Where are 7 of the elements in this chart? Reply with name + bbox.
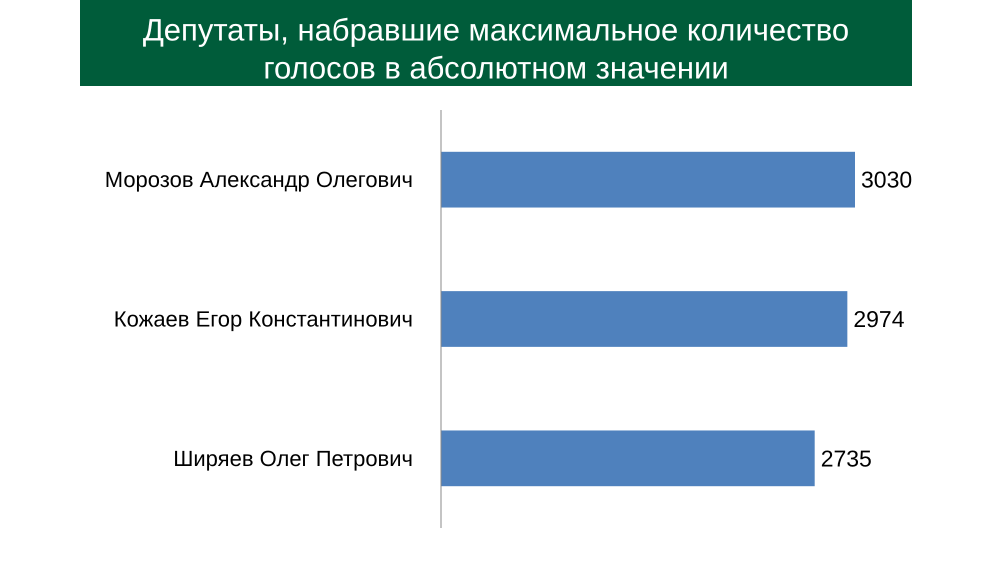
data-label: 3030: [861, 166, 912, 193]
chart-title: Депутаты, набравшие максимальное количество голосов в абсолютном значении: [142, 12, 850, 86]
y-tick-label: Морозов Александр Олегович: [104, 167, 413, 192]
data-label: 2735: [820, 445, 872, 472]
y-tick-label: Ширяев Олег Петрович: [173, 446, 413, 471]
data-label: 2974: [853, 306, 905, 332]
y-tick-label: Кожаев Егор Константинович: [114, 306, 413, 332]
